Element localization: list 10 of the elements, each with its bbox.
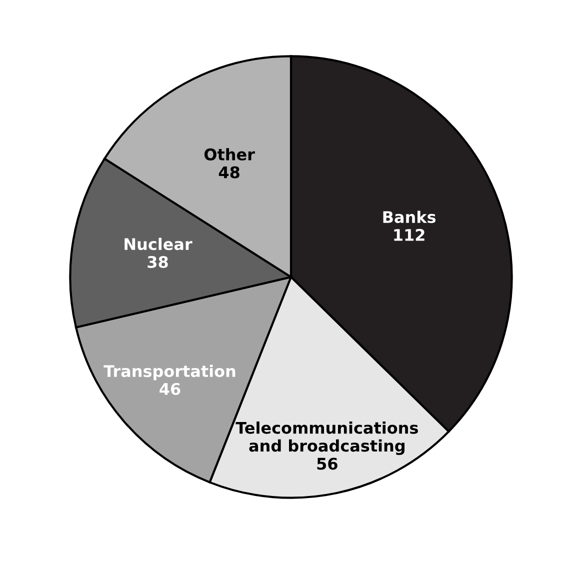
data-label: 56 xyxy=(317,458,338,470)
data-label: 48 xyxy=(218,166,240,178)
slice-label: Transportation xyxy=(104,364,236,380)
slice-label: Banks xyxy=(383,210,436,224)
slice-label: Telecommunications and broadcasting xyxy=(236,422,418,455)
data-label: 46 xyxy=(160,382,180,396)
data-label: 38 xyxy=(148,256,168,268)
slice-label: Nuclear xyxy=(124,238,192,250)
slice-label: Other xyxy=(204,148,255,160)
data-label: 112 xyxy=(394,228,424,241)
